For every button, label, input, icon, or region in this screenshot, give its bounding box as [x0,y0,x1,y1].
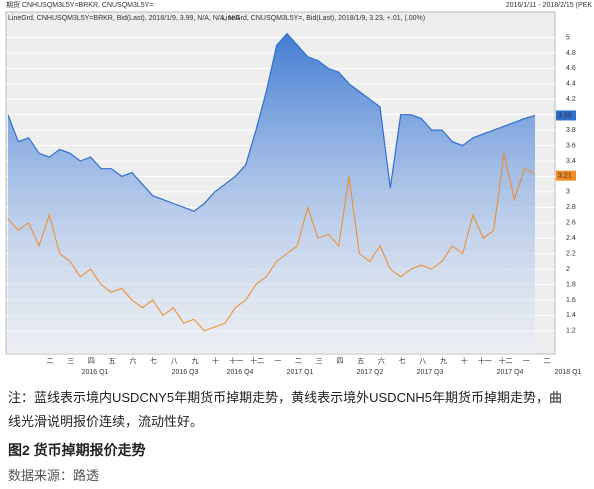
x-tick-label: 一 [274,358,281,365]
date-range: 2016/1/11 - 2018/2/15 (PEK [506,2,593,9]
y-tick-label: 2.8 [566,204,576,211]
last-value-label: 3.99 [558,112,572,119]
y-tick-label: 3.8 [566,127,576,134]
x-tick-label: 十二 [250,356,264,365]
quarter-label: 2016 Q3 [172,369,199,376]
y-tick-label: 3.4 [566,158,576,165]
x-tick-label: 九 [191,356,198,365]
x-tick-label: 七 [399,356,406,365]
y-tick-label: 1.8 [566,281,576,288]
x-tick-label: 三 [316,357,323,365]
quarter-label: 2018 Q1 [555,369,582,376]
x-tick-label: 十一 [229,356,243,365]
x-tick-label: 十 [461,356,468,365]
y-tick-label: 5 [566,34,570,41]
y-tick-label: 4.4 [566,81,576,88]
last-value-box [556,110,576,121]
area [8,33,535,354]
quarter-label: 2016 Q4 [227,369,254,376]
y-tick-label: 4.2 [566,96,576,103]
y-tick-label: 4.8 [566,50,576,57]
x-tick-label: 四 [336,357,343,365]
x-tick-label: 二 [544,358,551,365]
y-tick-label: 2.2 [566,250,576,257]
y-tick-label: 3 [566,189,570,196]
y-tick-label: 1.2 [566,328,576,335]
line [7,32,536,212]
line [7,153,536,332]
y-tick-label: 2.4 [566,235,576,242]
x-tick-label: 十二 [499,356,513,365]
y-tick-label: 3.6 [566,142,576,149]
x-tick-label: 三 [67,357,74,365]
y-tick-label: 2.6 [566,220,576,227]
x-tick-label: 四 [88,357,95,365]
quarter-label: 2017 Q2 [357,369,384,376]
quarter-label: 2016 Q1 [82,369,109,376]
source: 数据来源：路透 [8,468,100,483]
x-tick-label: 六 [129,356,136,365]
header: 期货 CNHUSQM3L5Y=BRKR, CNUSQM3L5Y= [6,0,153,9]
y-tick-label: 2 [566,266,570,273]
x-tick-label: 十 [212,356,219,365]
legend-entry: LineGrd, CNHUSQM3L5Y=BRKR, Bid(Last), 20… [8,15,240,22]
x-tick-label: 六 [378,356,385,365]
x-tick-label: 十一 [478,356,492,365]
x-tick-label: 九 [440,356,447,365]
x-tick-label: 八 [419,358,426,365]
y-tick-label: 1.6 [566,297,576,304]
quarter-label: 2017 Q4 [497,369,524,376]
quarter-label: 2017 Q1 [287,369,314,376]
quarter-label: 2017 Q3 [417,369,444,376]
last-value-box [556,170,576,181]
y-tick-label: 1.4 [566,312,576,319]
y-tick-label: 4.6 [566,65,576,72]
x-tick-label: 五 [109,357,116,365]
x-tick-label: 八 [171,358,178,365]
last-value-label: 3.21 [558,173,572,180]
x-tick-label: 七 [150,356,157,365]
legend-entry: LineGrd, CNUSQM3L5Y=, Bid(Last), 2018/1/… [222,15,425,22]
figure-title: 图2 货币掉期报价走势 [8,442,146,458]
note: 注：蓝线表示境内USDCNY5年期货币掉期走势，黄线表示境外USDCNH5年期货… [8,390,562,429]
x-tick-label: 二 [295,358,302,365]
x-tick-label: 一 [523,358,530,365]
x-tick-label: 二 [47,358,54,365]
x-tick-label: 五 [357,357,364,365]
chart: 期货 CNHUSQM3L5Y=BRKR, CNUSQM3L5Y= 2016/1/… [5,0,593,376]
